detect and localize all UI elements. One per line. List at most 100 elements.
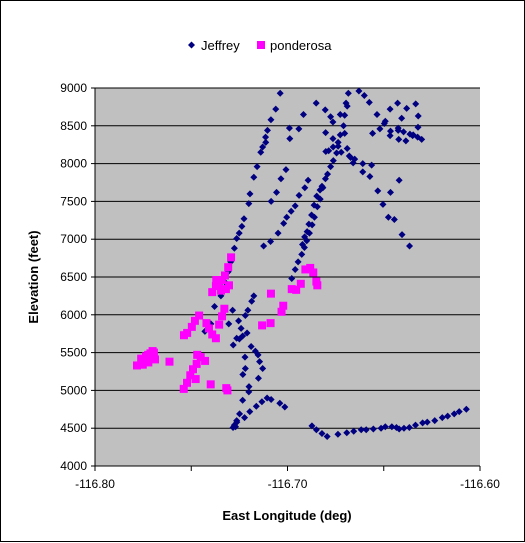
jeffrey-point-128: [386, 105, 394, 113]
y-tick-label-5: 6500: [60, 270, 87, 284]
ponderosa-point-17: [195, 311, 204, 320]
jeffrey-point-46: [252, 402, 260, 410]
jeffrey-point-125: [369, 129, 377, 137]
jeffrey-point-81: [298, 250, 306, 258]
jeffrey-point-150: [398, 114, 406, 122]
ponderosa-point-43: [179, 384, 188, 393]
jeffrey-point-2: [211, 302, 219, 310]
jeffrey-point-187: [229, 306, 237, 314]
jeffrey-point-117: [359, 168, 367, 176]
jeffrey-point-178: [291, 202, 299, 210]
jeffrey-point-98: [341, 111, 349, 119]
jeffrey-point-160: [312, 99, 320, 107]
ponderosa-point-33: [217, 286, 226, 295]
jeffrey-point-113: [334, 142, 342, 150]
jeffrey-point-136: [365, 98, 373, 106]
jeffrey-point-195: [259, 364, 267, 372]
jeffrey-point-124: [406, 242, 414, 250]
jeffrey-point-34: [239, 371, 247, 379]
jeffrey-point-53: [312, 426, 320, 434]
jeffrey-point-91: [324, 170, 332, 178]
jeffrey-point-36: [245, 388, 253, 396]
jeffrey-point-19: [262, 133, 270, 141]
ponderosa-point-25: [208, 288, 217, 297]
ponderosa-point-58: [313, 281, 322, 290]
x-tick-label-1: -116.70: [268, 477, 308, 491]
jeffrey-point-186: [225, 320, 233, 328]
jeffrey-point-129: [394, 99, 402, 107]
jeffrey-point-13: [246, 190, 254, 198]
ponderosa-point-53: [296, 279, 305, 288]
jeffrey-point-49: [267, 395, 275, 403]
jeffrey-point-183: [273, 188, 281, 196]
legend-marker-ponderosa: [257, 41, 265, 49]
ponderosa-point-14: [183, 328, 192, 337]
jeffrey-point-161: [299, 110, 307, 118]
jeffrey-point-74: [444, 412, 452, 420]
jeffrey-point-102: [301, 233, 309, 241]
x-tick-label-0: -116.80: [75, 477, 115, 491]
jeffrey-point-27: [241, 312, 249, 320]
jeffrey-point-12: [245, 200, 253, 208]
jeffrey-point-134: [355, 87, 363, 95]
jeffrey-point-97: [340, 122, 348, 130]
jeffrey-point-158: [327, 113, 335, 121]
jeffrey-point-50: [276, 399, 284, 407]
ponderosa-point-56: [309, 268, 318, 277]
ponderosa-point-7: [151, 355, 160, 364]
jeffrey-point-107: [313, 192, 321, 200]
series-ponderosa: [132, 253, 322, 395]
legend-marker-jeffrey: [188, 41, 195, 49]
jeffrey-point-100: [344, 89, 352, 97]
ponderosa-point-0: [132, 361, 141, 370]
jeffrey-point-120: [379, 200, 387, 208]
jeffrey-point-93: [329, 157, 337, 165]
jeffrey-point-106: [310, 201, 318, 209]
jeffrey-point-157: [329, 135, 337, 143]
jeffrey-point-138: [380, 120, 388, 128]
jeffrey-point-173: [267, 237, 275, 245]
jeffrey-point-135: [360, 92, 368, 100]
ponderosa-point-21: [211, 334, 220, 343]
jeffrey-point-105: [308, 211, 316, 219]
ponderosa-point-31: [227, 253, 236, 262]
jeffrey-point-168: [341, 129, 349, 137]
jeffrey-point-137: [373, 110, 381, 118]
jeffrey-point-24: [250, 292, 258, 300]
ponderosa-point-39: [192, 359, 201, 368]
jeffrey-point-47: [258, 398, 266, 406]
jeffrey-point-20: [263, 126, 271, 134]
ponderosa-point-22: [215, 320, 224, 329]
jeffrey-point-163: [286, 135, 294, 143]
jeffrey-point-30: [229, 341, 237, 349]
jeffrey-point-43: [232, 423, 240, 431]
jeffrey-point-15: [253, 163, 261, 171]
jeffrey-point-92: [327, 163, 335, 171]
ponderosa-point-55: [306, 263, 315, 272]
jeffrey-point-149: [403, 104, 411, 112]
ponderosa-point-30: [224, 263, 233, 272]
ponderosa-point-35: [224, 281, 233, 290]
ponderosa-point-8: [138, 360, 147, 369]
x-tick-label-2: -116.60: [460, 477, 500, 491]
jeffrey-point-181: [304, 176, 312, 184]
jeffrey-point-76: [455, 408, 463, 416]
jeffrey-point-185: [282, 166, 290, 174]
jeffrey-point-23: [276, 89, 284, 97]
y-tick-label-7: 7500: [60, 194, 87, 208]
y-tick-label-3: 5500: [60, 346, 87, 360]
ponderosa-point-15: [187, 322, 196, 331]
jeffrey-point-104: [305, 220, 313, 228]
jeffrey-point-166: [329, 118, 337, 126]
jeffrey-point-139: [386, 127, 394, 135]
jeffrey-point-95: [334, 138, 342, 146]
jeffrey-point-179: [295, 191, 303, 199]
jeffrey-point-72: [431, 417, 439, 425]
jeffrey-point-176: [283, 213, 291, 221]
y-tick-label-9: 8500: [60, 119, 87, 133]
jeffrey-point-145: [418, 135, 426, 143]
ponderosa-point-24: [220, 304, 229, 313]
jeffrey-point-184: [277, 175, 285, 183]
jeffrey-point-71: [423, 418, 431, 426]
